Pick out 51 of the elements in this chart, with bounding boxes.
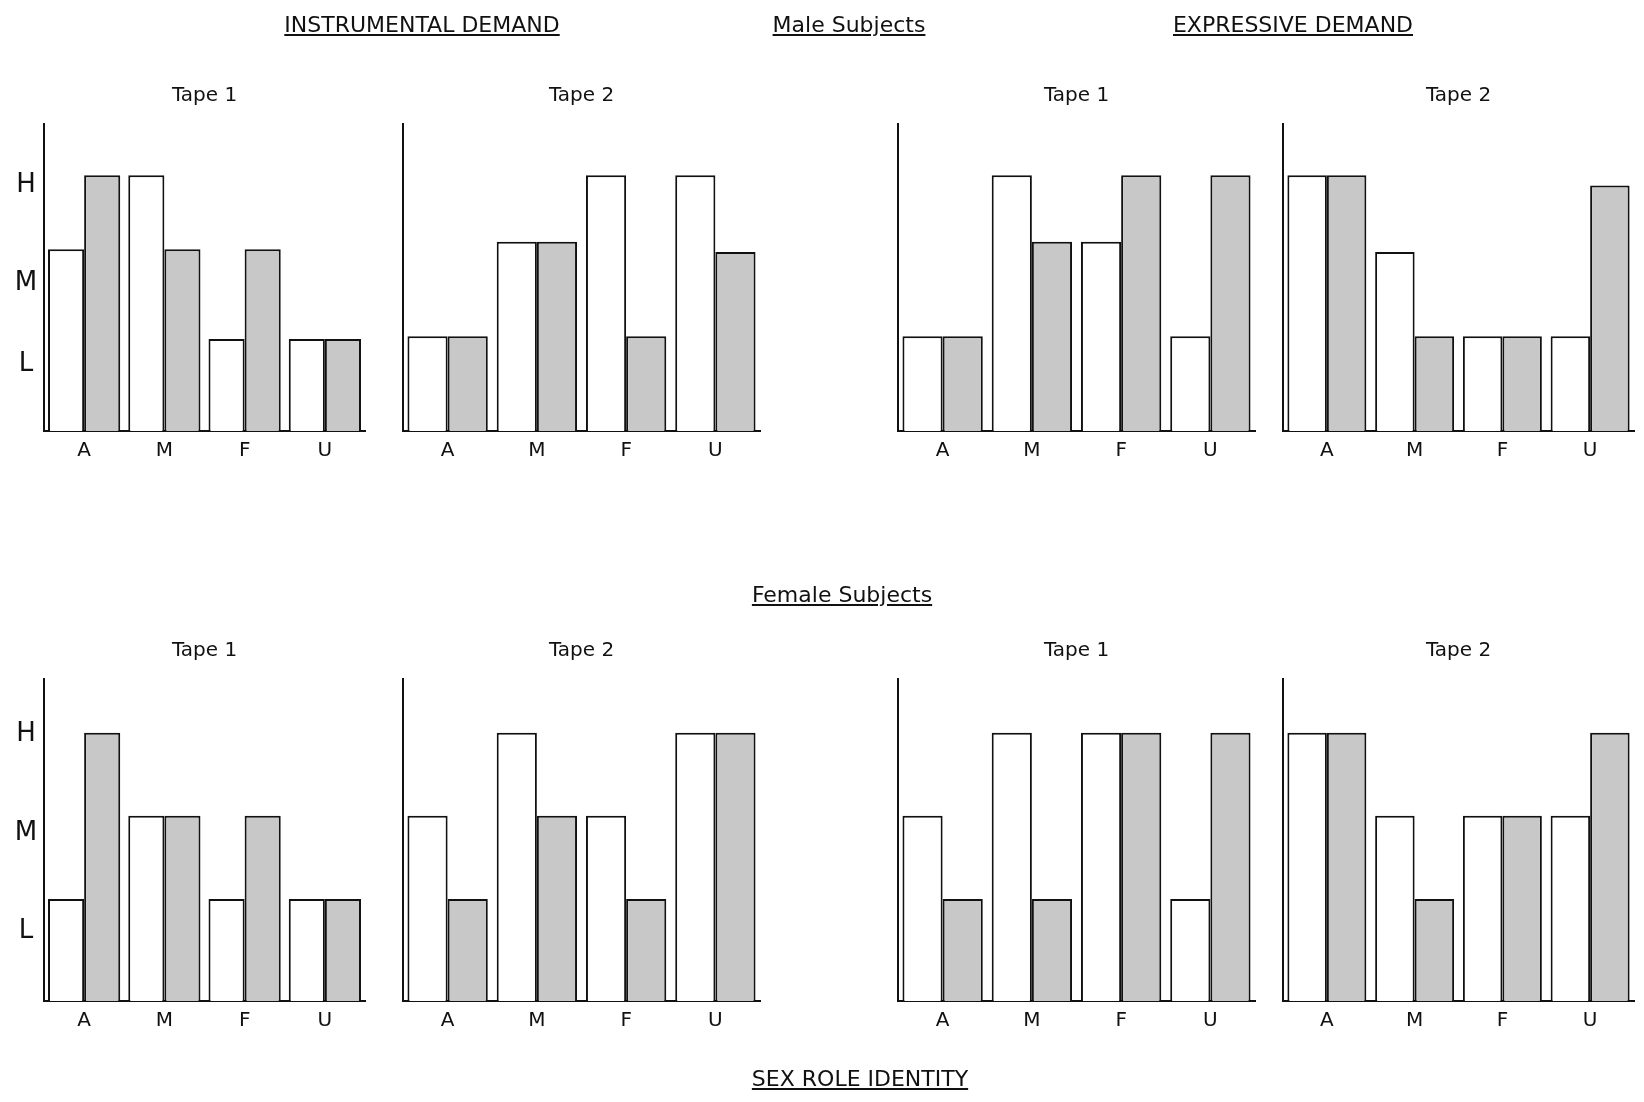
x-tick-label: M bbox=[1023, 1007, 1041, 1032]
x-tick-label: U bbox=[1582, 437, 1598, 462]
x-tick-label: A bbox=[1320, 437, 1335, 462]
x-tick-label: F bbox=[620, 1007, 632, 1032]
x-tick-label: A bbox=[77, 437, 92, 462]
text: SEX ROLE IDENTITY bbox=[751, 1066, 969, 1091]
text: Female Subjects bbox=[751, 582, 933, 607]
chart-title: Tape 2 bbox=[1424, 82, 1492, 107]
x-tick-label: U bbox=[708, 437, 723, 462]
x-tick-label: A bbox=[440, 437, 455, 462]
chart-title: Tape 1 bbox=[170, 82, 238, 107]
x-tick-label: U bbox=[1203, 1007, 1218, 1032]
x-tick-label: A bbox=[77, 1007, 92, 1032]
x-tick-label: U bbox=[317, 1007, 333, 1032]
chart-title: Tape 2 bbox=[547, 637, 615, 662]
x-tick-label: U bbox=[1582, 1007, 1598, 1032]
x-tick-label: F bbox=[1496, 1007, 1509, 1032]
x-tick-label: F bbox=[1115, 437, 1127, 462]
x-tick-label: U bbox=[1203, 437, 1218, 462]
text: H bbox=[16, 168, 36, 198]
text: L bbox=[18, 914, 34, 944]
chart-title: Tape 1 bbox=[1042, 637, 1110, 662]
x-tick-label: A bbox=[1320, 1007, 1335, 1032]
text: Male Subjects bbox=[772, 12, 926, 37]
x-tick-label: U bbox=[317, 437, 333, 462]
chart-title: Tape 1 bbox=[1042, 82, 1110, 107]
text: EXPRESSIVE DEMAND bbox=[1172, 12, 1414, 37]
x-tick-label: M bbox=[1405, 1007, 1424, 1032]
x-tick-label: M bbox=[1405, 437, 1424, 462]
x-tick-label: U bbox=[708, 1007, 723, 1032]
x-tick-label: F bbox=[238, 1007, 251, 1032]
text: INSTRUMENTAL DEMAND bbox=[284, 12, 560, 37]
text: L bbox=[18, 347, 34, 377]
x-tick-label: A bbox=[935, 437, 950, 462]
chart-title: Tape 2 bbox=[547, 82, 615, 107]
x-tick-label: M bbox=[528, 437, 546, 462]
chart-title: Tape 2 bbox=[1424, 637, 1492, 662]
x-tick-label: M bbox=[528, 1007, 546, 1032]
text: H bbox=[16, 717, 36, 747]
text: M bbox=[14, 816, 38, 846]
x-tick-label: F bbox=[1496, 437, 1509, 462]
x-tick-label: A bbox=[440, 1007, 455, 1032]
x-tick-label: A bbox=[935, 1007, 950, 1032]
x-tick-label: M bbox=[1023, 437, 1041, 462]
x-tick-label: F bbox=[620, 437, 632, 462]
x-tick-label: M bbox=[155, 1007, 174, 1032]
x-tick-label: M bbox=[155, 437, 174, 462]
chart-title: Tape 1 bbox=[170, 637, 238, 662]
x-tick-label: F bbox=[238, 437, 251, 462]
text: M bbox=[14, 266, 38, 296]
x-tick-label: F bbox=[1115, 1007, 1127, 1032]
